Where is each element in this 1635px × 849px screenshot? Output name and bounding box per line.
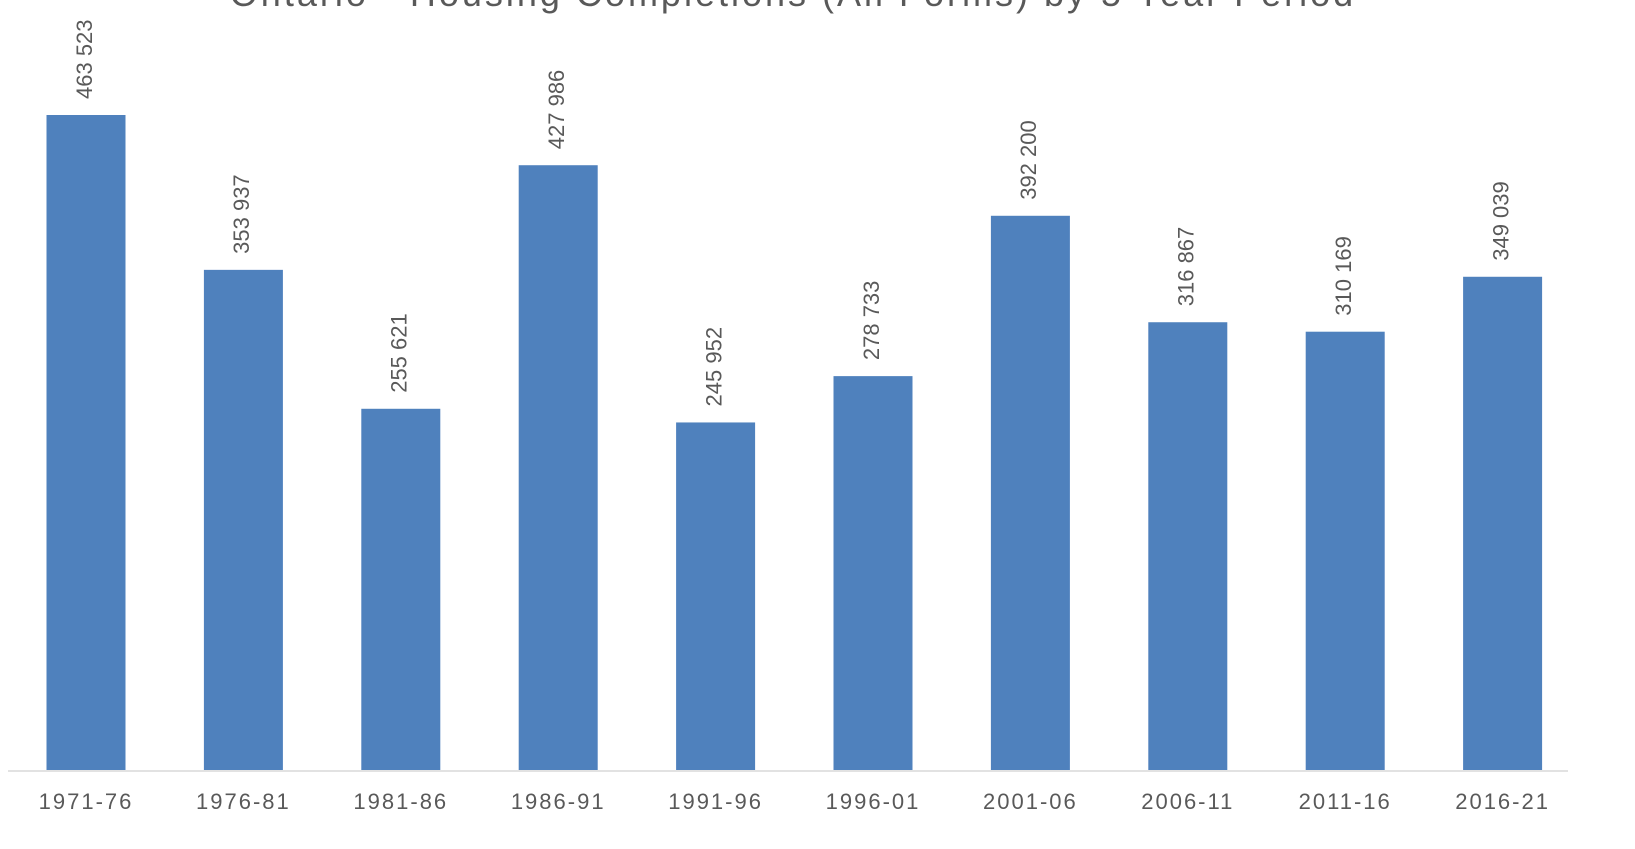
chart-title: Ontario - Housing Completions (All Forms… bbox=[230, 0, 1356, 14]
value-label: 353 937 bbox=[229, 174, 254, 254]
value-label: 392 200 bbox=[1016, 120, 1041, 200]
x-tick-label: 2006-11 bbox=[1141, 789, 1234, 814]
x-tick-label: 1986-91 bbox=[511, 789, 606, 814]
bar bbox=[203, 269, 283, 770]
bar bbox=[361, 408, 441, 770]
x-tick-label: 2016-21 bbox=[1455, 789, 1550, 814]
bar bbox=[990, 215, 1070, 770]
x-tick-label: 1976-81 bbox=[196, 789, 291, 814]
value-label: 278 733 bbox=[859, 281, 884, 361]
x-tick-label: 1981-86 bbox=[353, 789, 448, 814]
x-tick-label: 1991-96 bbox=[668, 789, 763, 814]
value-label: 255 621 bbox=[387, 313, 412, 393]
value-label: 349 039 bbox=[1488, 181, 1513, 261]
value-label: 245 952 bbox=[701, 327, 726, 407]
bar bbox=[518, 165, 598, 771]
value-label: 310 169 bbox=[1331, 236, 1356, 316]
x-tick-label: 1996-01 bbox=[826, 789, 921, 814]
x-tick-label: 2011-16 bbox=[1299, 789, 1392, 814]
bar bbox=[46, 115, 126, 770]
bar bbox=[676, 422, 756, 770]
value-label: 427 986 bbox=[544, 70, 569, 150]
value-label: 316 867 bbox=[1174, 227, 1199, 307]
value-label: 463 523 bbox=[72, 19, 97, 99]
bar bbox=[833, 376, 913, 770]
bar bbox=[1148, 322, 1228, 770]
x-tick-label: 2001-06 bbox=[983, 789, 1078, 814]
bar bbox=[1305, 331, 1385, 770]
bar bbox=[1463, 276, 1543, 770]
x-tick-label: 1971-76 bbox=[39, 789, 134, 814]
